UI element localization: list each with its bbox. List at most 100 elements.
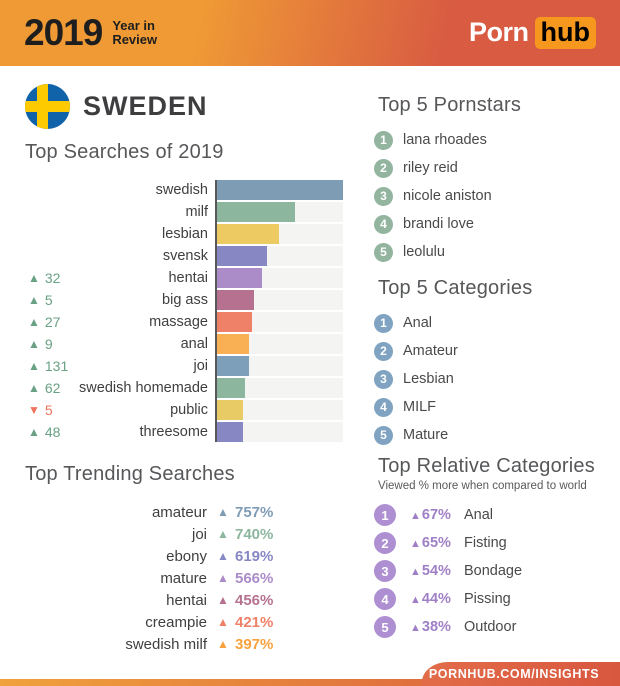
search-row: svensk	[25, 245, 343, 267]
bar-track	[217, 378, 343, 398]
bar	[217, 268, 263, 288]
relative-categories-section: Top Relative Categories Viewed % more wh…	[374, 455, 610, 641]
rank-change-indicator: ▲ 62	[25, 380, 77, 396]
categories-name: Lesbian	[403, 371, 454, 387]
bar	[217, 422, 244, 442]
categories-name: Anal	[403, 315, 433, 331]
rank-badge: 4	[374, 588, 396, 610]
rank-change-value: 32	[44, 270, 61, 286]
rank-badge: 1	[374, 130, 393, 150]
trending-row: hentai ▲ 456%	[25, 589, 295, 611]
rank-change-value: 5	[44, 292, 53, 308]
up-triangle-icon: ▲	[410, 594, 421, 606]
rank-badge: 1	[374, 504, 396, 526]
bar	[217, 224, 279, 244]
up-triangle-icon: ▲	[28, 337, 40, 351]
bar	[217, 334, 249, 354]
sweden-flag-icon	[25, 84, 70, 129]
rank-change-value: 9	[44, 336, 53, 352]
search-term-label: swedish homemade	[79, 380, 208, 396]
relative-item: 4 ▲44% Pissing	[374, 585, 610, 613]
trending-row: creampie ▲ 421%	[25, 611, 295, 633]
categories-item: 4 MILF	[374, 393, 610, 421]
relative-percent: ▲54%	[410, 563, 464, 579]
search-term-label: threesome	[139, 424, 208, 440]
pornstars-name: riley reid	[403, 160, 458, 176]
search-row: lesbian	[25, 223, 343, 245]
relative-name: Outdoor	[464, 619, 517, 635]
relative-item: 3 ▲54% Bondage	[374, 557, 610, 585]
flag-cross-horizontal	[25, 101, 70, 112]
up-triangle-icon: ▲	[410, 622, 421, 634]
rank-badge: 4	[374, 397, 393, 417]
relative-categories-list: 1 ▲67% Anal 2 ▲65% Fisting 3 ▲54% Bondage 4 ▲44% Pi…	[374, 501, 610, 641]
pornstars-name: brandi love	[403, 216, 474, 232]
search-row: ▲ 32 hentai	[25, 267, 343, 289]
relative-categories-title: Top Relative Categories	[378, 455, 595, 477]
relative-item: 5 ▲38% Outdoor	[374, 613, 610, 641]
bar-track	[217, 356, 343, 376]
categories-name: MILF	[403, 399, 437, 415]
search-row: milf	[25, 201, 343, 223]
search-row: swedish	[25, 179, 343, 201]
trending-percent: 397%	[235, 635, 274, 653]
trending-searches-title: Top Trending Searches	[25, 463, 235, 485]
rank-change-indicator: ▲ 27	[25, 314, 77, 330]
year-in-review-block: 2019 Year in Review	[24, 12, 157, 54]
trending-percent: 757%	[235, 503, 274, 521]
rank-badge: 5	[374, 616, 396, 638]
relative-percent: ▲67%	[410, 507, 464, 523]
year-text: 2019	[24, 12, 103, 53]
relative-categories-subtitle: Viewed % more when compared to world	[378, 480, 587, 492]
up-triangle-icon: ▲	[217, 615, 229, 629]
bar-track	[217, 290, 343, 310]
up-triangle-icon: ▲	[217, 549, 229, 563]
categories-name: Mature	[403, 427, 449, 443]
rank-badge: 5	[374, 242, 393, 262]
insights-url: PORNHUB.COM/INSIGHTS	[428, 667, 600, 681]
bar-track	[217, 400, 343, 420]
bar	[217, 400, 244, 420]
relative-percent-value: 54%	[421, 563, 451, 579]
relative-name: Anal	[464, 507, 494, 523]
up-triangle-icon: ▲	[28, 425, 40, 439]
year-in-review-line2: Review	[112, 32, 158, 47]
logo-porn-text: Porn	[469, 17, 529, 48]
relative-percent-value: 67%	[421, 507, 451, 523]
bar	[217, 356, 249, 376]
relative-item: 2 ▲65% Fisting	[374, 529, 610, 557]
search-term-label: lesbian	[162, 226, 208, 242]
categories-item: 3 Lesbian	[374, 365, 610, 393]
trending-term-label: creampie	[145, 613, 207, 631]
relative-percent-value: 44%	[421, 591, 451, 607]
trending-row: joi ▲ 740%	[25, 523, 295, 545]
up-triangle-icon: ▲	[28, 271, 40, 285]
search-term-label: anal	[180, 336, 208, 352]
categories-item: 2 Amateur	[374, 337, 610, 365]
trending-term-label: hentai	[166, 591, 207, 609]
bar	[217, 202, 296, 222]
chart-axis-line	[215, 180, 217, 442]
bar-track	[217, 180, 343, 200]
rank-change-value: 62	[44, 380, 61, 396]
pornstars-name: leolulu	[403, 244, 445, 260]
rank-change-indicator: ▲ 131	[25, 358, 77, 374]
rank-badge: 1	[374, 313, 393, 333]
bar	[217, 246, 268, 266]
rank-change-indicator: ▲ 9	[25, 336, 77, 352]
up-triangle-icon: ▲	[28, 381, 40, 395]
rank-change-value: 48	[44, 424, 61, 440]
trending-term-label: joi	[191, 525, 207, 543]
up-triangle-icon: ▲	[28, 359, 40, 373]
trending-percent: 421%	[235, 613, 274, 631]
top-pornstars-title: Top 5 Pornstars	[378, 94, 522, 116]
pornstars-name: lana rhoades	[403, 132, 487, 148]
footer-gradient-strip	[0, 679, 620, 686]
bar-track	[217, 334, 343, 354]
relative-percent: ▲44%	[410, 591, 464, 607]
search-row: ▲ 62 swedish homemade	[25, 377, 343, 399]
logo-hub-badge: hub	[534, 17, 596, 49]
year-in-review-line1: Year in	[112, 18, 155, 33]
up-triangle-icon: ▲	[410, 538, 421, 550]
